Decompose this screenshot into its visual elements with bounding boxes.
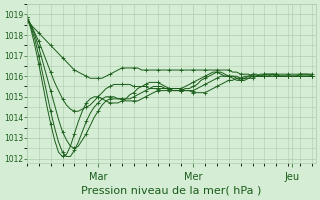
X-axis label: Pression niveau de la mer( hPa ): Pression niveau de la mer( hPa ) (81, 186, 261, 196)
